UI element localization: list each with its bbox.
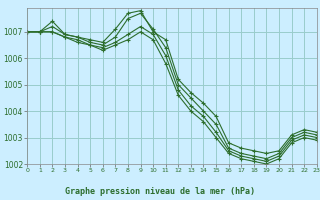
Text: Graphe pression niveau de la mer (hPa): Graphe pression niveau de la mer (hPa): [65, 187, 255, 196]
